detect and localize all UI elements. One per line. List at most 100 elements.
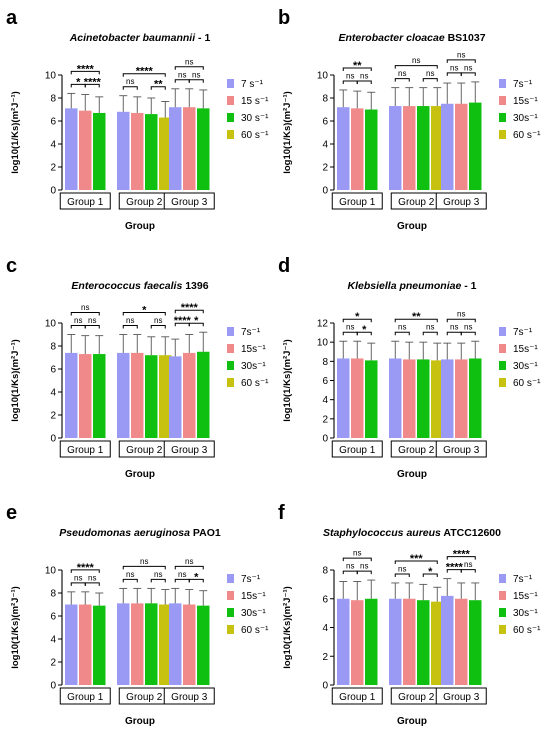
significance-bracket	[460, 72, 476, 76]
bar	[159, 604, 172, 685]
legend-swatch	[499, 378, 506, 387]
significance-bracket	[342, 570, 358, 575]
significance-bracket	[394, 331, 410, 336]
y-tick-label: 2	[50, 411, 56, 422]
y-tick-label: 4	[50, 635, 56, 646]
category-box	[59, 192, 111, 210]
bar	[351, 108, 364, 190]
y-tick-label: 8	[322, 357, 328, 368]
legend-label: 15s⁻¹	[513, 344, 538, 355]
bar	[65, 352, 78, 438]
bar	[351, 358, 364, 438]
bar	[351, 600, 364, 685]
panel-b: b Enterobacter cloacae BS1037 0 2 4 6 8 10 log10…	[278, 7, 541, 232]
panel-a: a Acinetobacter baumannii - 1 0 2 4 6 8 10 log10…	[6, 7, 269, 232]
significance-bracket	[174, 565, 204, 570]
legend-label: 7 s⁻¹	[241, 79, 264, 90]
significance-label: ns	[398, 323, 406, 332]
significance-bracket	[150, 86, 166, 90]
bar	[183, 604, 196, 685]
bar	[197, 351, 210, 438]
significance-bracket	[394, 65, 438, 69]
legend-label: 30s⁻¹	[513, 113, 538, 124]
legend-swatch	[227, 113, 234, 122]
significance-label: *	[76, 76, 81, 88]
significance-bracket	[174, 79, 190, 83]
y-tick-label: 0	[50, 434, 56, 445]
panel-letter: e	[6, 502, 17, 524]
y-tick-label: 10	[45, 566, 57, 577]
significance-bracket	[174, 309, 204, 314]
x-axis-label: Group	[125, 221, 155, 232]
legend-label: 15s⁻¹	[513, 591, 538, 602]
x-axis-label: Group	[397, 221, 427, 232]
significance-label: ns	[178, 70, 186, 79]
legend-label: 30s⁻¹	[513, 608, 538, 619]
y-tick-label: 2	[322, 414, 328, 425]
bar	[403, 359, 416, 438]
y-tick-label: 10	[317, 71, 329, 82]
chart-title: Enterococcus faecalis 1396	[71, 280, 208, 292]
significance-bracket	[188, 79, 204, 83]
chart-title: Acinetobacter baumannii - 1	[69, 32, 211, 44]
bar	[93, 354, 106, 438]
legend-label: 60 s⁻¹	[513, 130, 541, 141]
significance-bracket	[84, 582, 100, 586]
bar	[365, 109, 378, 190]
title-strain: - 1	[461, 280, 476, 292]
chart-title: Enterobacter cloacae BS1037	[338, 32, 485, 44]
significance-bracket	[422, 331, 438, 336]
significance-label: ns	[346, 71, 354, 80]
significance-bracket	[174, 66, 204, 70]
legend-swatch	[499, 361, 506, 370]
significance-label: ns	[426, 69, 434, 78]
category-label: Group 3	[171, 692, 208, 703]
category-box	[59, 440, 111, 458]
significance-label: ****	[181, 302, 199, 314]
category-label: Group 3	[171, 445, 208, 456]
panel-letter: a	[6, 7, 18, 29]
significance-label: ****	[77, 63, 95, 75]
y-tick-label: 0	[50, 186, 56, 197]
title-species: Klebsiella pneumoniae	[348, 280, 462, 292]
significance-bracket	[122, 86, 138, 90]
legend-label: 7s⁻¹	[241, 327, 261, 338]
y-axis-label: log10(1/Ks)(m²J⁻¹)	[282, 91, 293, 174]
significance-label: *	[194, 315, 199, 327]
significance-bracket	[356, 570, 372, 575]
significance-label: ****	[453, 549, 471, 561]
significance-bracket	[446, 59, 476, 63]
y-tick-label: 6	[322, 376, 328, 387]
title-species: Enterococcus faecalis	[71, 280, 182, 292]
significance-bracket	[70, 325, 86, 329]
significance-label: ***	[410, 553, 424, 565]
panel-letter: d	[278, 255, 290, 277]
significance-label: ns	[126, 316, 134, 325]
significance-label: ns	[353, 549, 361, 558]
y-tick-label: 0	[322, 681, 328, 692]
legend-swatch	[227, 378, 234, 387]
bar	[65, 604, 78, 685]
y-axis-label: log10(1/Ks)(m²J⁻¹)	[282, 586, 293, 669]
category-label: Group 2	[126, 197, 163, 208]
legend-label: 15s⁻¹	[513, 96, 538, 107]
y-tick-label: 4	[322, 395, 328, 406]
legend-label: 7s⁻¹	[241, 574, 261, 585]
bar	[93, 112, 106, 190]
title-strain: PAO1	[190, 527, 221, 539]
significance-label: ****	[84, 76, 102, 88]
bar	[159, 117, 172, 190]
significance-bracket	[70, 569, 100, 573]
y-tick-label: 8	[322, 566, 328, 577]
significance-bracket	[122, 565, 166, 570]
x-axis-label: Group	[125, 716, 155, 727]
significance-bracket	[342, 67, 372, 71]
category-box	[331, 192, 383, 210]
title-strain: - 1	[195, 32, 210, 44]
category-label: Group 2	[126, 445, 163, 456]
y-tick-label: 10	[45, 319, 57, 330]
bar	[169, 603, 182, 685]
y-axis-label: log10(1/Ks)(m²J⁻¹)	[10, 339, 21, 422]
title-species: Acinetobacter baumannii	[69, 32, 197, 44]
y-tick-label: 0	[322, 434, 328, 445]
